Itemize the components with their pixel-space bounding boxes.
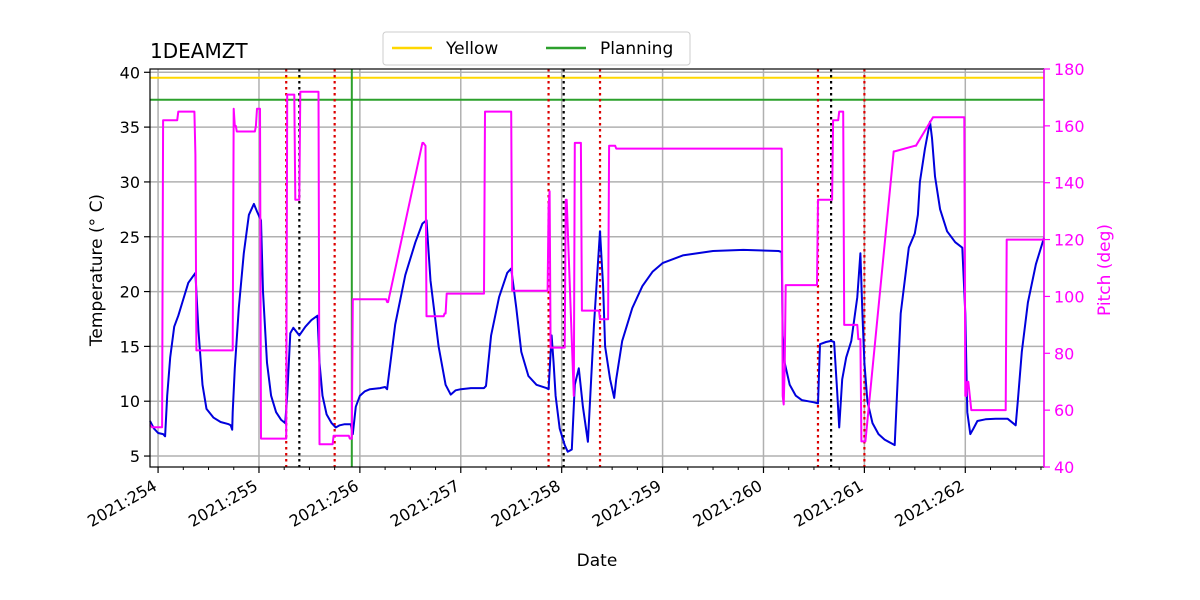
y2-tick-label: 40 [1054,458,1074,477]
y-tick-label: 40 [120,63,140,82]
y-axis-left: 5 10 15 20 25 30 35 40 [120,63,150,466]
x-axis-title: Date [577,551,618,571]
legend: Yellow Planning [382,31,691,66]
y2-tick-label: 160 [1054,117,1085,136]
legend-box [382,31,691,66]
y2-tick-label: 120 [1054,231,1085,250]
series-layer [149,90,1045,453]
y-tick-label: 25 [120,228,140,247]
y-tick-label: 15 [120,337,140,356]
y2-tick-label: 60 [1054,401,1074,420]
y2-tick-label: 140 [1054,174,1085,193]
y-tick-label: 5 [130,447,140,466]
chart-title: 1DEAMZT [150,39,248,63]
y2-axis-title: Pitch (deg) [1095,224,1115,316]
y-axis-right: 40 60 80 100 120 140 160 180 [1043,60,1085,477]
y-tick-label: 20 [120,283,140,302]
legend-label-planning: Planning [600,39,673,59]
y-tick-label: 10 [120,392,140,411]
y-axis-title: Temperature (° C) [87,194,107,347]
y-tick-label: 35 [120,118,140,137]
y2-tick-label: 80 [1054,344,1074,363]
y2-tick-label: 100 [1054,287,1085,306]
y2-tick-label: 180 [1054,60,1085,79]
y-tick-label: 30 [120,173,140,192]
legend-label-yellow: Yellow [445,39,498,59]
series-line-pitch [149,90,1044,446]
